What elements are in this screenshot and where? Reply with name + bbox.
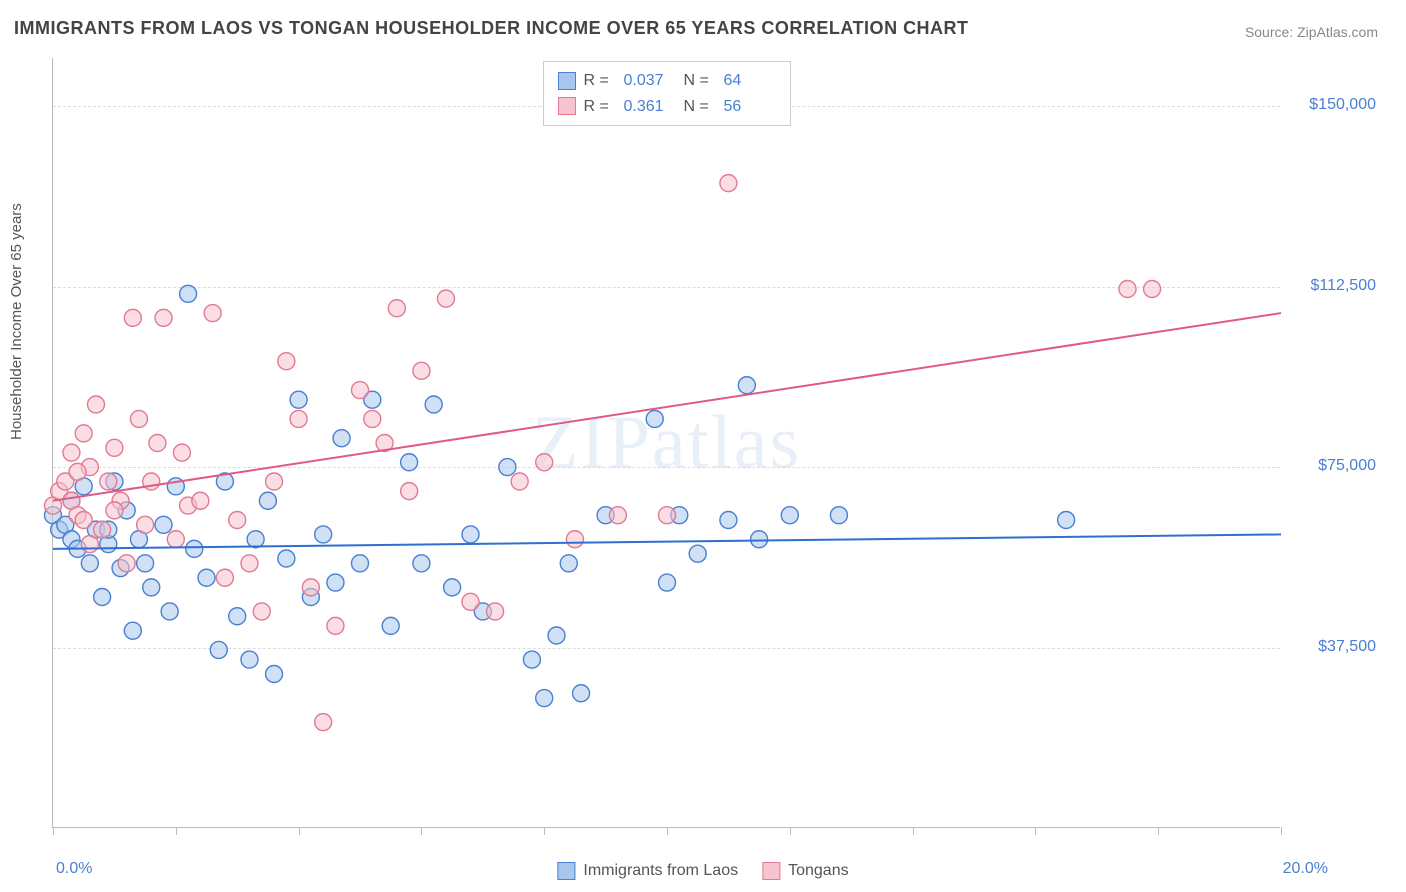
correlation-legend: R = 0.037 N = 64 R = 0.361 N = 56 — [543, 61, 791, 126]
legend-row-laos: R = 0.037 N = 64 — [558, 68, 776, 94]
x-tick — [667, 827, 668, 835]
x-tick — [544, 827, 545, 835]
n-value-laos: 64 — [724, 68, 776, 94]
chart-title: IMMIGRANTS FROM LAOS VS TONGAN HOUSEHOLD… — [14, 18, 969, 39]
x-tick — [1158, 827, 1159, 835]
scatter-plot-svg — [53, 58, 1280, 827]
x-axis-max-label: 20.0% — [1283, 860, 1328, 878]
chart-plot-area: ZIPatlas R = 0.037 N = 64 R = 0.361 N = … — [52, 58, 1280, 828]
y-tick-label: $75,000 — [1312, 457, 1376, 475]
y-tick-label: $112,500 — [1304, 277, 1376, 295]
x-tick — [299, 827, 300, 835]
x-tick — [1281, 827, 1282, 835]
y-axis-label: Householder Income Over 65 years — [8, 203, 25, 440]
legend-label-tongans: Tongans — [788, 862, 849, 880]
n-label: N = — [684, 68, 716, 94]
legend-label-laos: Immigrants from Laos — [583, 862, 738, 880]
r-value-laos: 0.037 — [624, 68, 676, 94]
x-axis-min-label: 0.0% — [56, 860, 92, 878]
swatch-tongans — [762, 862, 780, 880]
y-tick-label: $37,500 — [1312, 638, 1376, 656]
source-label: Source: ZipAtlas.com — [1245, 24, 1378, 40]
x-tick — [913, 827, 914, 835]
r-label: R = — [584, 68, 616, 94]
n-label: N = — [684, 94, 716, 120]
series-legend: Immigrants from Laos Tongans — [557, 862, 848, 880]
legend-row-tongans: R = 0.361 N = 56 — [558, 94, 776, 120]
n-value-tongans: 56 — [724, 94, 776, 120]
y-tick-label: $150,000 — [1303, 96, 1376, 114]
r-label: R = — [584, 94, 616, 120]
legend-item-tongans: Tongans — [762, 862, 849, 880]
swatch-tongans — [558, 97, 576, 115]
swatch-laos — [557, 862, 575, 880]
r-value-tongans: 0.361 — [624, 94, 676, 120]
legend-item-laos: Immigrants from Laos — [557, 862, 738, 880]
x-tick — [1035, 827, 1036, 835]
x-tick — [53, 827, 54, 835]
swatch-laos — [558, 72, 576, 90]
x-tick — [790, 827, 791, 835]
x-tick — [176, 827, 177, 835]
x-tick — [421, 827, 422, 835]
